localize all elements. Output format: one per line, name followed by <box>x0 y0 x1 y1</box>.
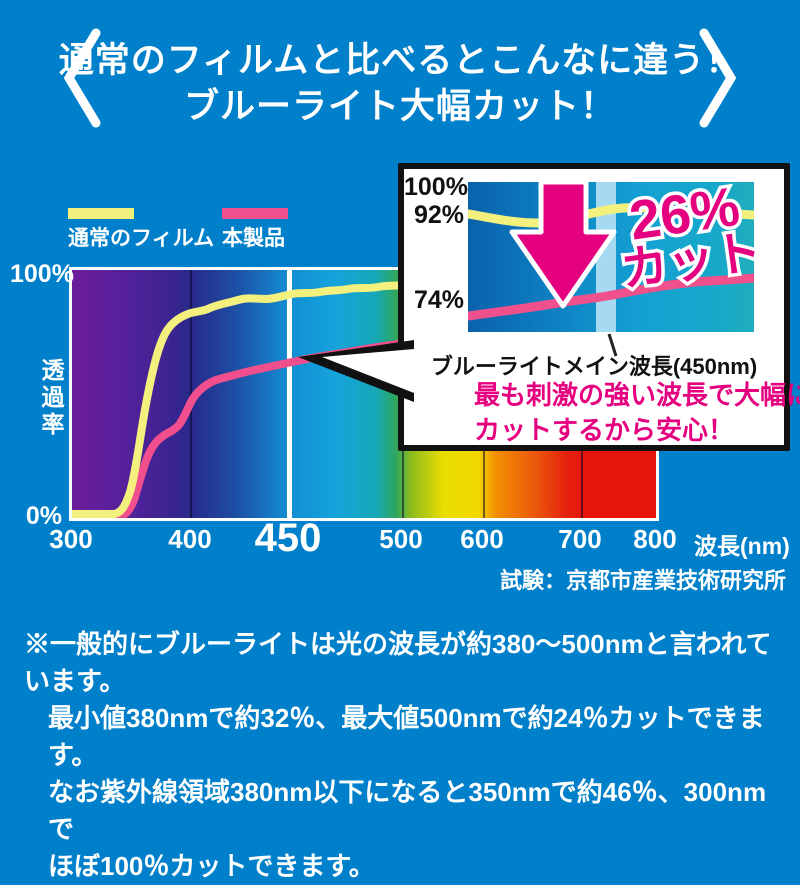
marker-line-450nm <box>287 270 292 518</box>
x-tick-400: 400 <box>168 524 212 554</box>
normal-film-curve <box>72 281 416 518</box>
y-axis-label-0: 0% <box>25 502 62 530</box>
inset-note-line1: 最も刺激の強い波長で大幅に <box>474 380 800 410</box>
inset-label-92pct: 92% <box>413 201 464 229</box>
test-source-credit: 試験：京都市産業技術研究所 <box>499 568 786 593</box>
footnote-line4: ほぼ100％カットできます。 <box>48 851 375 881</box>
callout-bubble: 100% 92% 74% 26% カット ブルーライトメイン波長(450nm) … <box>398 163 800 451</box>
x-tick-300: 300 <box>49 524 93 554</box>
inset-label-100pct: 100% <box>404 173 468 201</box>
inset-product-curve <box>468 273 754 321</box>
legend-label-normal-film: 通常のフィルム <box>68 227 215 250</box>
gridline-400nm <box>190 270 192 518</box>
inset-caption-wavelength: ブルーライトメイン波長(450nm) <box>430 354 758 379</box>
footnote-line1: ※一般的にブルーライトは光の波長が約380～500nmと言われています。 <box>24 629 772 696</box>
cut-percentage-label: 26% カット <box>611 171 768 299</box>
header-title-line1: 通常のフィルムと比べるとこんなに違う！ <box>58 41 742 80</box>
right-angle-bracket-icon <box>699 28 737 128</box>
inset-zoom-chart: 26% カット <box>468 171 768 332</box>
cut-down-arrow-icon <box>509 182 617 309</box>
y-axis-label-100: 100% <box>10 260 74 288</box>
header-title-line2: ブルーライト大幅カット！ <box>183 87 616 126</box>
legend-item-product: 本製品 <box>222 208 288 252</box>
inset-curves <box>468 203 754 321</box>
legend-swatch-pink <box>222 208 288 219</box>
legend-label-product: 本製品 <box>222 227 285 250</box>
inset-note-line2: カットするから安心！ <box>474 415 735 445</box>
y-axis-title: 透過率 <box>38 358 64 439</box>
x-tick-500: 500 <box>379 524 423 554</box>
legend-swatch-yellow <box>68 208 134 219</box>
inset-label-74pct: 74% <box>413 286 464 314</box>
x-tick-600: 600 <box>460 524 504 554</box>
footnote-block: ※一般的にブルーライトは光の波長が約380～500nmと言われています。 最小値… <box>24 626 790 885</box>
footnote-line3: なお紫外線領域380nm以下になると350nmで約46％、300nmで <box>48 777 767 844</box>
x-tick-800: 800 <box>633 524 677 554</box>
legend-item-normal-film: 通常のフィルム <box>68 208 214 252</box>
x-tick-700: 700 <box>558 524 602 554</box>
product-curve <box>72 338 416 518</box>
footnote-line2: 最小値380nmで約32％、最大値500nmで約24％カットできます。 <box>48 703 765 770</box>
x-tick-450: 450 <box>254 516 322 560</box>
left-angle-bracket-icon <box>63 28 101 128</box>
inset-normal-curve <box>468 203 754 228</box>
x-axis-unit-label: 波長(nm) <box>694 533 790 559</box>
